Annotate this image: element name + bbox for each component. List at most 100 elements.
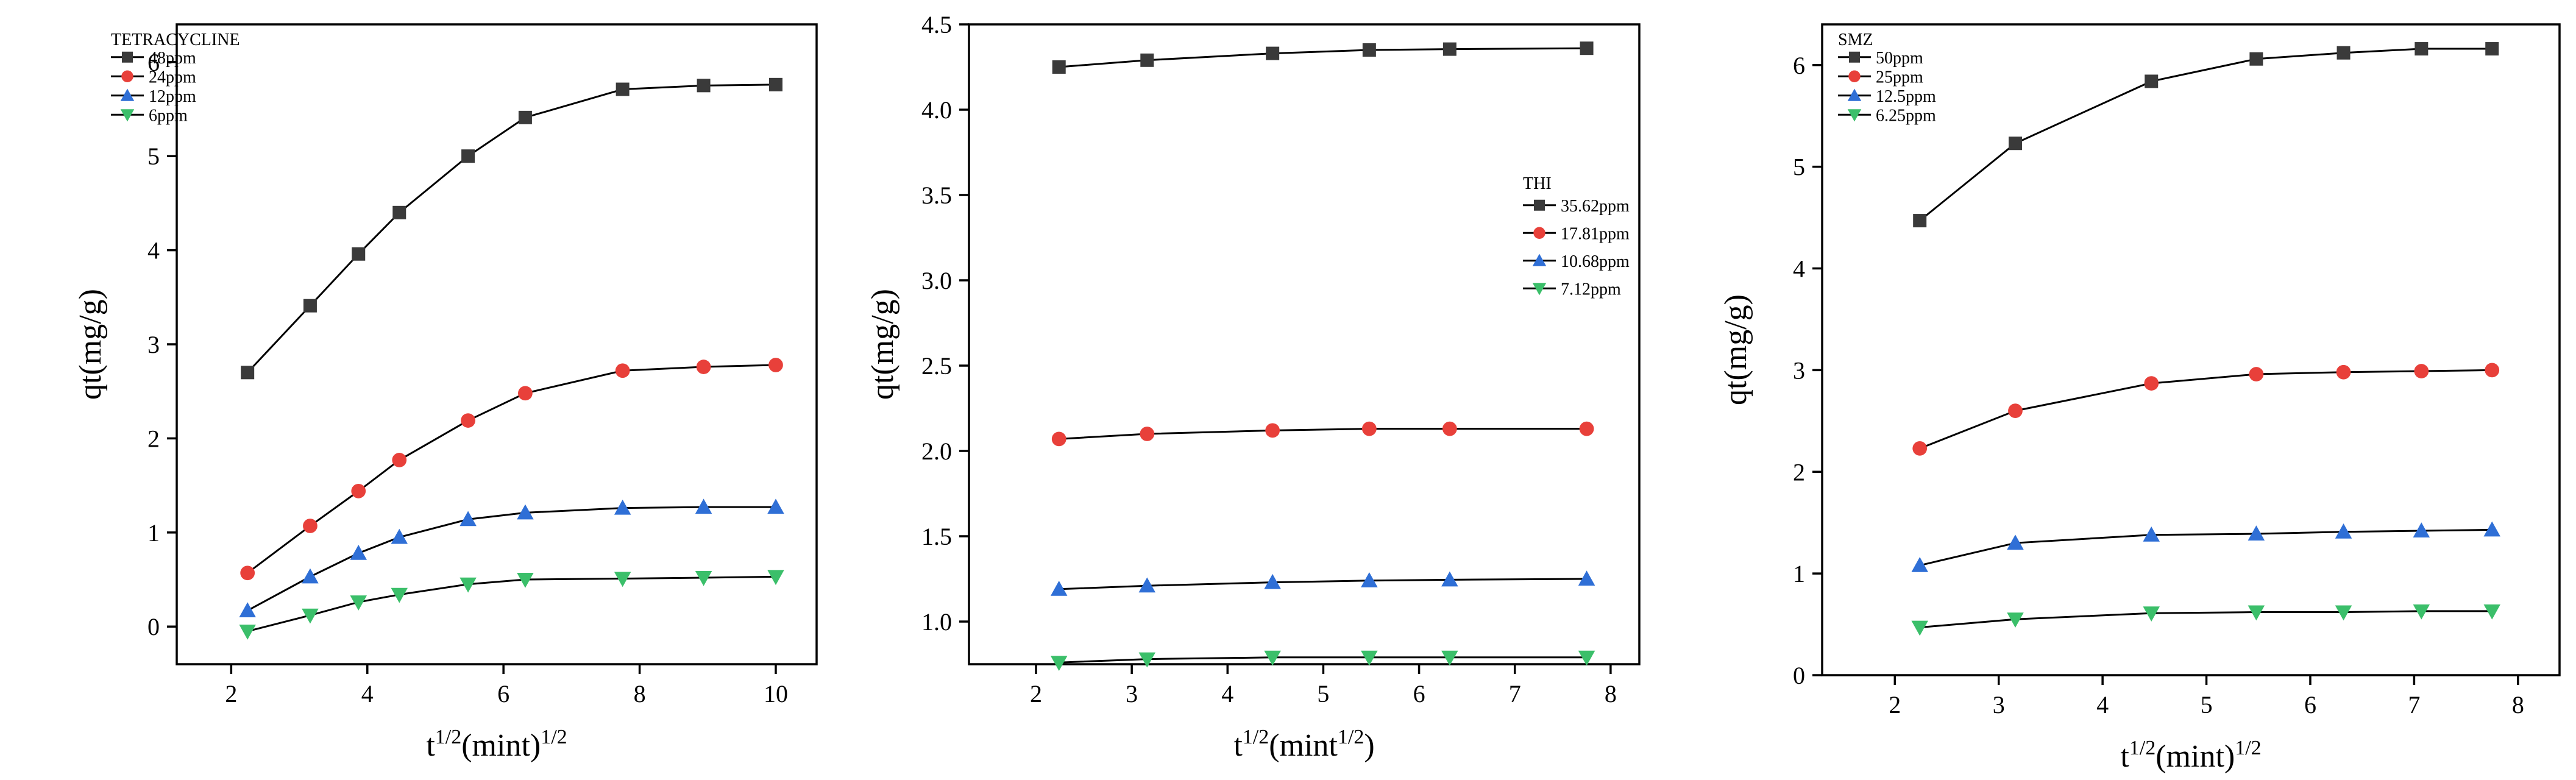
data-point: [616, 82, 630, 96]
x-tick-label: 6: [1413, 680, 1425, 707]
data-point: [1578, 570, 1595, 586]
chart-panel-2: 2 3 4 5 6 7 81.01.52.02.53.03.54.04.5t1/2(mint…: [865, 11, 1641, 763]
data-point: [350, 545, 367, 560]
series-35.62ppm: [1052, 41, 1594, 74]
x-axis-label-part: 1/2: [541, 726, 567, 748]
x-axis-label-part: 1/2: [2235, 737, 2261, 759]
y-tick-label: 4.5: [921, 11, 952, 38]
y-tick-label: 2.5: [921, 352, 952, 380]
legend-marker: [122, 51, 133, 63]
legend-label: 25ppm: [1876, 68, 1923, 87]
data-point: [2008, 403, 2023, 419]
data-point: [2483, 521, 2500, 537]
data-point: [1140, 427, 1155, 441]
x-tick-label: 7: [2408, 691, 2420, 718]
data-point: [696, 360, 711, 374]
series-line: [1059, 47, 1587, 68]
legend-label: 10.68ppm: [1561, 252, 1630, 271]
series-48ppm: [241, 77, 782, 380]
x-tick-label: 8: [634, 680, 646, 707]
data-point: [1138, 577, 1156, 593]
legend-marker: [1847, 88, 1862, 101]
series-6ppm: [239, 570, 784, 640]
series-line: [247, 575, 776, 633]
data-point: [2485, 42, 2499, 56]
x-tick-label: 4: [1221, 680, 1233, 707]
series-line: [1920, 610, 2493, 629]
legend-title: THI: [1523, 174, 1552, 193]
data-point: [1266, 46, 1280, 60]
x-axis-label: t1/2(mint1/2): [1233, 726, 1374, 763]
data-point: [767, 498, 784, 514]
series-17.81ppm: [1051, 421, 1594, 447]
x-axis-label-part: ): [1364, 728, 1374, 763]
series-line: [1919, 528, 2493, 567]
data-point: [615, 363, 630, 378]
x-tick-label: 3: [1126, 680, 1138, 707]
data-point: [392, 453, 407, 467]
legend-label: 17.81ppm: [1561, 224, 1630, 243]
data-point: [303, 299, 317, 313]
data-point: [1362, 43, 1376, 57]
x-tick-label: 8: [1605, 680, 1617, 707]
x-tick-label: 6: [497, 680, 509, 707]
data-point: [1265, 423, 1280, 438]
data-point: [1138, 652, 1156, 668]
legend-label: 6.25ppm: [1876, 106, 1936, 125]
data-point: [459, 511, 477, 526]
legend-label: 50ppm: [1876, 49, 1923, 68]
chart-panel-1: 2 4 6 8 100123456t1/2(mint)1/2qt(mg/g)TETRAC…: [73, 23, 818, 763]
data-point: [303, 519, 318, 533]
y-axis-label: qt(mg/g): [1719, 294, 1753, 405]
data-point: [1050, 656, 1068, 671]
data-point: [459, 577, 477, 593]
data-point: [1361, 421, 1377, 436]
legend-marker: [120, 88, 135, 101]
legend: THI 35.62ppm 17.81ppm 10.68ppm 7.12ppm: [1523, 174, 1630, 299]
data-point: [350, 595, 367, 611]
data-point: [2008, 136, 2022, 151]
y-tick-label: 6: [147, 49, 160, 76]
x-axis-label-part: 1/2: [1243, 726, 1269, 748]
data-point: [517, 573, 534, 588]
x-tick-label: 4: [2096, 691, 2109, 718]
data-point: [2143, 606, 2160, 622]
series-line: [1919, 369, 2493, 450]
legend-label: 12ppm: [149, 87, 196, 106]
legend-label: 24ppm: [149, 68, 196, 87]
x-axis-label-part: 1/2: [2129, 737, 2156, 759]
data-point: [1051, 431, 1066, 447]
data-point: [391, 587, 408, 603]
data-point: [695, 498, 712, 514]
y-tick-label: 3.0: [921, 267, 952, 294]
data-point: [2335, 523, 2352, 539]
y-tick-label: 3.5: [921, 182, 952, 209]
data-point: [302, 608, 319, 624]
y-tick-label: 4: [147, 237, 160, 264]
x-axis-label-part: t: [426, 728, 435, 763]
y-tick-label: 0: [1793, 662, 1805, 689]
y-tick-label: 5: [147, 143, 160, 170]
data-point: [2335, 605, 2352, 621]
data-point: [2145, 74, 2159, 88]
y-tick-label: 3: [147, 331, 160, 358]
data-point: [2007, 612, 2024, 628]
x-axis-label: t1/2(mint)1/2: [2120, 737, 2261, 774]
data-point: [1441, 650, 1458, 666]
series-line: [247, 364, 776, 574]
y-tick-label: 1.5: [921, 523, 952, 550]
data-point: [2249, 52, 2263, 66]
legend-label: 12.5ppm: [1876, 87, 1936, 106]
data-point: [241, 366, 255, 380]
legend-marker: [1533, 227, 1545, 239]
x-axis-label-part: t: [1233, 728, 1243, 763]
legend-title: SMZ: [1838, 30, 1873, 49]
data-point: [1442, 421, 1457, 436]
series-7.12ppm: [1050, 650, 1595, 671]
data-point: [1264, 573, 1281, 589]
data-point: [518, 110, 532, 124]
legend-title: TETRACYCLINE: [111, 30, 240, 49]
plot-frame: [968, 23, 1641, 665]
